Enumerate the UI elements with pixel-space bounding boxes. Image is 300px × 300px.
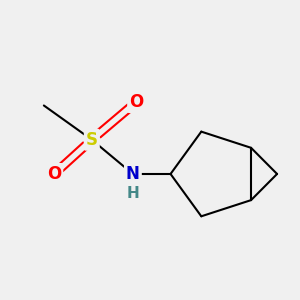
Text: H: H (127, 186, 139, 201)
Text: S: S (86, 131, 98, 149)
Text: O: O (47, 165, 61, 183)
Text: N: N (126, 165, 140, 183)
Text: O: O (129, 93, 143, 111)
